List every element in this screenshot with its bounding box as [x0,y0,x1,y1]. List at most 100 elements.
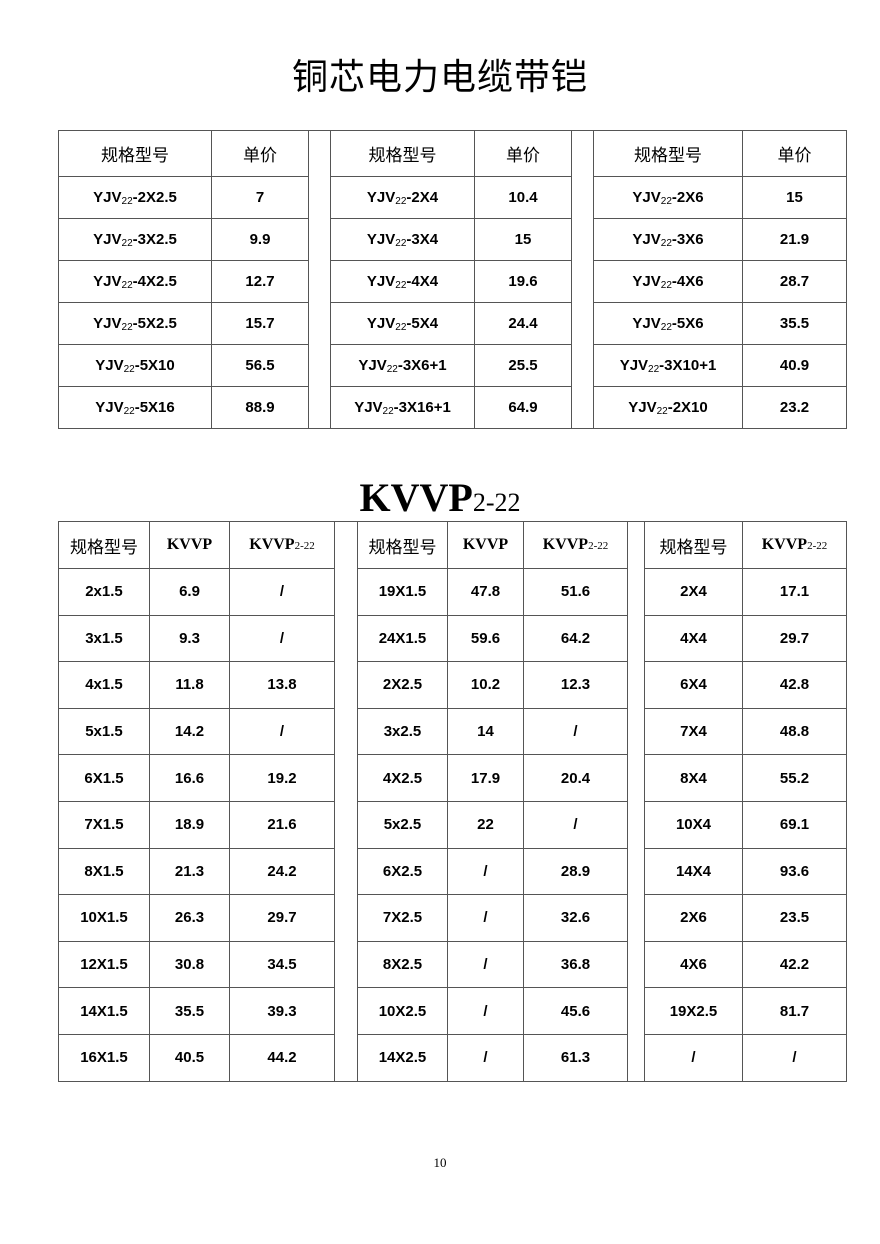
spec-cell: 2X6 [644,894,743,942]
model-spec: -4X2.5 [132,272,177,290]
table-row: YJV22-5X2.5 15.7 YJV22-5X4 24.4 YJV22-5X6 35.… [58,302,847,345]
table-row: YJV22-3X2.5 9.9 YJV22-3X4 15 YJV22-3X6 21.9 [58,218,847,261]
model-spec: -4X6 [671,272,704,290]
kvvp-price-cell: 17.9 [447,754,524,802]
kvvp22-price-cell: 21.6 [229,800,335,849]
model-subscript: 22 [121,279,133,291]
model-prefix: YJV [93,230,122,248]
model-spec: -5X6 [671,314,704,332]
spec-cell: 6X1.5 [58,754,150,802]
model-cell: YJV22-5X10 [58,344,212,387]
kvvp-price-cell: 21.3 [149,847,230,896]
kvvp22-price-cell: 29.7 [742,614,847,663]
header-kvvp: KVVP [149,521,230,569]
price-cell: 28.7 [742,260,847,303]
table-row: YJV22-2X2.5 7 YJV22-2X4 10.4 YJV22-2X6 15 [58,176,847,219]
price-cell: 15 [474,218,572,261]
spec-cell: 10X1.5 [58,894,150,942]
kvvp22-price-cell: 17.1 [742,568,847,616]
price-cell: 15.7 [211,302,309,345]
price-cell: 35.5 [742,302,847,345]
kvvp22-price-cell: 51.6 [523,568,628,616]
kvvp-price-cell: 35.5 [149,987,230,1035]
kvvp22-price-cell: 34.5 [229,940,335,989]
model-subscript: 22 [660,237,672,249]
spec-cell: 2x1.5 [58,568,150,616]
kvvp22-price-cell: 23.5 [742,894,847,942]
kvvp22-price-cell: 20.4 [523,754,628,802]
model-subscript: 22 [121,321,133,333]
kvvp22-price-cell: 48.8 [742,707,847,756]
model-cell: YJV22-2X10 [593,386,743,429]
model-spec: -3X10+1 [659,356,717,374]
table-row: 5x1.5 14.2/3x2.5 14/7X4 48.8 [58,707,847,756]
kvvp22-price-cell: / [229,707,335,756]
spec-cell: 19X1.5 [357,568,448,616]
price-cell: 24.4 [474,302,572,345]
kvvp-price-cell: 18.9 [149,800,230,849]
model-subscript: 22 [123,363,135,375]
model-prefix: YJV [632,230,661,248]
model-spec: -2X2.5 [132,188,177,206]
price-cell: 23.2 [742,386,847,429]
header-kvvp22-main: KVVP [542,536,589,553]
model-cell: YJV22-2X6 [593,176,743,219]
model-cell: YJV22-3X16+1 [330,386,475,429]
spec-cell: 4X2.5 [357,754,448,802]
spec-cell: 3x2.5 [357,707,448,756]
header-kvvp22: KVVP2-22 [742,521,847,569]
kvvp-price-cell: 47.8 [447,568,524,616]
model-cell: YJV22-3X6 [593,218,743,261]
spec-cell: 4x1.5 [58,661,150,709]
model-prefix: YJV [358,356,387,374]
model-prefix: YJV [366,272,396,290]
kvvp-price-cell: / [447,1033,524,1082]
table-row: YJV22-5X10 56.5 YJV22-3X6+1 25.5 YJV22-3X10+… [58,344,847,387]
table-row: 7X1.5 18.9 21.6 5x2.5 22/ 10X4 69.1 [58,800,847,849]
model-spec: -2X6 [671,188,704,206]
model-prefix: YJV [366,188,396,206]
kvvp22-price-cell: 93.6 [742,847,847,896]
table-row: YJV22-4X2.5 12.7 YJV22-4X4 19.6 YJV22-4X6 28.… [58,260,847,303]
model-spec: -3X16+1 [393,398,451,416]
table-row: 8X1.5 21.3 24.2 6X2.5/28.9 14X4 93.6 [58,847,847,896]
model-spec: -3X4 [406,230,439,248]
kvvp22-price-cell: / [229,614,335,663]
model-subscript: 22 [386,363,398,375]
kvvp-price-table: 规格型号 KVVP KVVP2-22 规格型号 KVVP KVVP2-22 规格型号 KVVP… [58,521,847,1082]
price-cell: 25.5 [474,344,572,387]
spec-cell: 4X6 [644,940,743,989]
kvvp22-price-cell: / [523,707,628,756]
column-gap [308,130,331,429]
column-gap [334,521,358,1082]
kvvp22-price-cell: 29.7 [229,894,335,942]
table-row: 14X1.5 35.5 39.3 10X2.5/45.6 19X2.5 81.7 [58,987,847,1035]
header-model: 规格型号 [58,130,212,177]
kvvp22-price-cell: 28.9 [523,847,628,896]
model-spec: -5X2.5 [132,314,177,332]
table-header-row: 规格型号 单价 规格型号 单价 规格型号 单价 [58,130,847,429]
spec-cell: 7X1.5 [58,800,150,849]
model-prefix: YJV [95,356,124,374]
model-cell: YJV22-4X6 [593,260,743,303]
spec-cell: 16X1.5 [58,1033,150,1082]
price-cell: 21.9 [742,218,847,261]
model-cell: YJV22-2X4 [330,176,475,219]
header-kvvp: KVVP [447,521,524,569]
model-subscript: 22 [121,195,133,207]
kvvp22-price-cell: / [523,800,628,849]
header-kvvp22: KVVP2-22 [229,521,335,569]
spec-cell: 5x2.5 [357,800,448,849]
spec-cell: 19X2.5 [644,987,743,1035]
spec-cell: 6X2.5 [357,847,448,896]
model-subscript: 22 [660,195,672,207]
model-cell: YJV22-3X6+1 [330,344,475,387]
model-subscript: 22 [660,279,672,291]
model-subscript: 22 [123,405,135,417]
price-cell: 64.9 [474,386,572,429]
kvvp22-price-cell: 24.2 [229,847,335,896]
page-title: 铜芯电力电缆带铠 [291,57,588,98]
column-gap [571,130,594,429]
model-prefix: YJV [632,314,661,332]
kvvp-price-cell: 11.8 [149,661,230,709]
